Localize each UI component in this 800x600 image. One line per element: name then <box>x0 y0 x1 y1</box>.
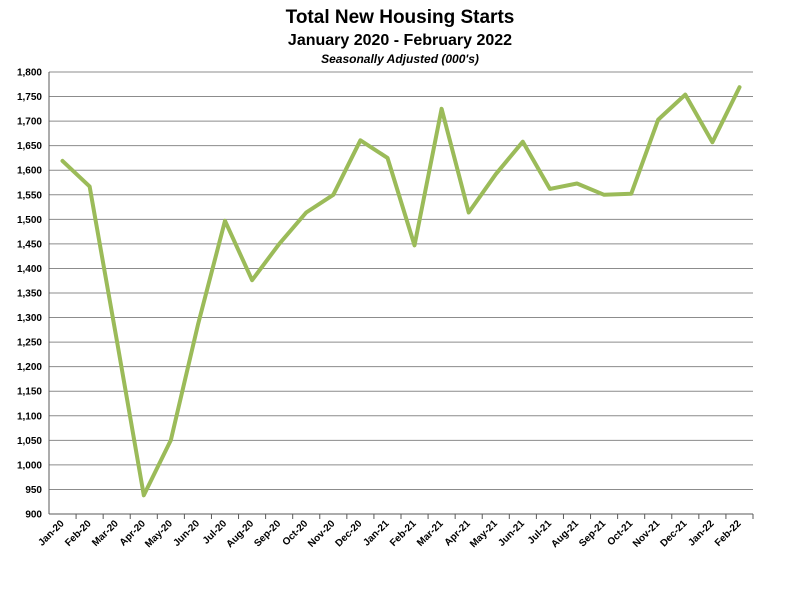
x-tick-label: Feb-21 <box>388 518 419 549</box>
x-tick-label: Dec-20 <box>334 518 365 549</box>
data-point <box>142 493 146 497</box>
data-point <box>277 242 281 246</box>
data-point <box>250 278 254 282</box>
data-point <box>683 93 687 97</box>
x-tick-label: May-20 <box>143 518 175 550</box>
x-tick-label: Dec-21 <box>658 518 689 549</box>
y-tick-label: 1,700 <box>17 117 42 128</box>
data-point <box>169 438 173 442</box>
y-tick-label: 1,650 <box>17 141 42 152</box>
y-tick-label: 1,400 <box>17 264 42 275</box>
data-point <box>710 140 714 144</box>
x-tick-label: Sep-21 <box>577 518 608 549</box>
series-line <box>60 85 742 498</box>
data-point <box>196 323 200 327</box>
x-tick-label: Aug-20 <box>224 518 256 550</box>
x-tick-label: May-21 <box>468 518 500 550</box>
y-tick-label: 1,550 <box>17 190 42 201</box>
x-tick-label: Jun-20 <box>171 518 202 549</box>
data-point <box>88 184 92 188</box>
y-tick-label: 900 <box>25 510 42 521</box>
chart-subtitle: January 2020 - February 2022 <box>287 32 513 49</box>
x-tick-label: Jan-22 <box>686 518 716 548</box>
data-point <box>494 172 498 176</box>
chart-subtitle-units: Seasonally Adjusted (000's) <box>321 52 479 66</box>
x-tick-label: Oct-20 <box>281 518 311 548</box>
x-tick-label: Jan-20 <box>36 518 66 548</box>
y-tick-label: 1,800 <box>17 68 42 79</box>
data-point <box>304 210 308 214</box>
y-tick-label: 950 <box>25 485 42 496</box>
x-tick-label: Feb-20 <box>63 518 94 549</box>
data-point <box>575 181 579 185</box>
x-tick-label: Mar-21 <box>415 518 446 549</box>
y-tick-label: 1,350 <box>17 289 42 300</box>
x-tick-label: Mar-20 <box>90 518 121 549</box>
y-tick-label: 1,450 <box>17 239 42 250</box>
y-tick-label: 1,000 <box>17 460 42 471</box>
data-point <box>467 210 471 214</box>
x-tick-label: Nov-20 <box>306 518 338 550</box>
y-tick-label: 1,300 <box>17 313 42 324</box>
data-point <box>737 85 741 89</box>
x-tick-label: Nov-21 <box>631 518 663 550</box>
chart-titles: Total New Housing Starts January 2020 - … <box>0 6 800 67</box>
x-tick-label: Aug-21 <box>549 518 581 550</box>
y-tick-label: 1,250 <box>17 338 42 349</box>
data-point <box>331 193 335 197</box>
chart-title: Total New Housing Starts <box>285 7 515 28</box>
data-point <box>440 107 444 111</box>
x-tick-label: Jun-21 <box>496 518 527 549</box>
x-tick-label: Oct-21 <box>605 518 635 548</box>
data-point <box>358 138 362 142</box>
x-tick-label: Feb-22 <box>713 518 744 549</box>
y-tick-label: 1,750 <box>17 92 42 103</box>
data-point <box>656 118 660 122</box>
data-point <box>521 140 525 144</box>
data-point <box>629 192 633 196</box>
data-point <box>413 243 417 247</box>
y-tick-label: 1,150 <box>17 387 42 398</box>
y-tick-label: 1,050 <box>17 436 42 447</box>
x-tick-label: Sep-20 <box>252 518 283 549</box>
x-tick-label: Jan-21 <box>361 518 391 548</box>
data-point <box>223 219 227 223</box>
y-tick-label: 1,100 <box>17 411 42 422</box>
data-point <box>61 159 65 163</box>
data-point <box>115 338 119 342</box>
y-tick-label: 1,500 <box>17 215 42 226</box>
data-point <box>602 193 606 197</box>
y-tick-label: 1,600 <box>17 166 42 177</box>
data-point <box>385 156 389 160</box>
y-tick-label: 1,200 <box>17 362 42 373</box>
data-point <box>548 187 552 191</box>
